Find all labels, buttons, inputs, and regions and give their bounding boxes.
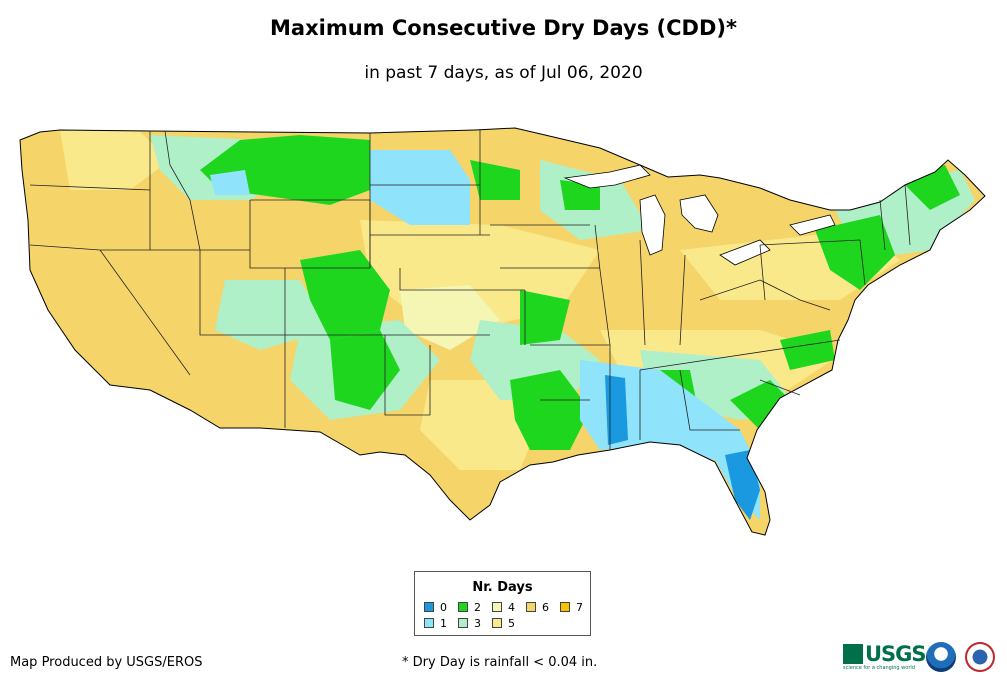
legend-label-3: 3 (474, 617, 481, 630)
legend-swatch-5 (492, 618, 502, 628)
legend-label-1: 1 (440, 617, 447, 630)
dry-day-footnote: * Dry Day is rainfall < 0.04 in. (402, 655, 598, 670)
legend-swatch-0 (424, 602, 434, 612)
map-title: Maximum Consecutive Dry Days (CDD)* (270, 16, 737, 40)
usgs-wave-icon (843, 644, 863, 664)
legend-label-0: 0 (440, 601, 447, 614)
legend-swatch-6 (526, 602, 536, 612)
usgs-tagline: science for a changing world (843, 665, 915, 671)
usgs-logo-text: USGS (865, 642, 927, 666)
legend: Nr. Days 0 1 2 3 4 5 6 7 (414, 571, 591, 636)
legend-label-7: 7 (576, 601, 583, 614)
noaa-seal-icon (926, 642, 956, 672)
legend-swatch-1 (424, 618, 434, 628)
cdd-fill (20, 128, 985, 535)
legend-label-5: 5 (508, 617, 515, 630)
usgs-logo: USGS science for a changing world (843, 642, 927, 671)
us-outline (19, 127, 986, 536)
legend-label-4: 4 (508, 601, 515, 614)
legend-label-2: 2 (474, 601, 481, 614)
map-subtitle: in past 7 days, as of Jul 06, 2020 (364, 63, 643, 83)
legend-title: Nr. Days (472, 580, 533, 595)
map-credit: Map Produced by USGS/EROS (10, 655, 203, 670)
legend-swatch-2 (458, 602, 468, 612)
state-borders (29, 130, 911, 450)
legend-swatch-4 (492, 602, 502, 612)
nws-seal-icon (965, 642, 995, 672)
great-lakes (563, 164, 836, 266)
legend-label-6: 6 (542, 601, 549, 614)
legend-swatch-3 (458, 618, 468, 628)
legend-swatch-7 (560, 602, 570, 612)
